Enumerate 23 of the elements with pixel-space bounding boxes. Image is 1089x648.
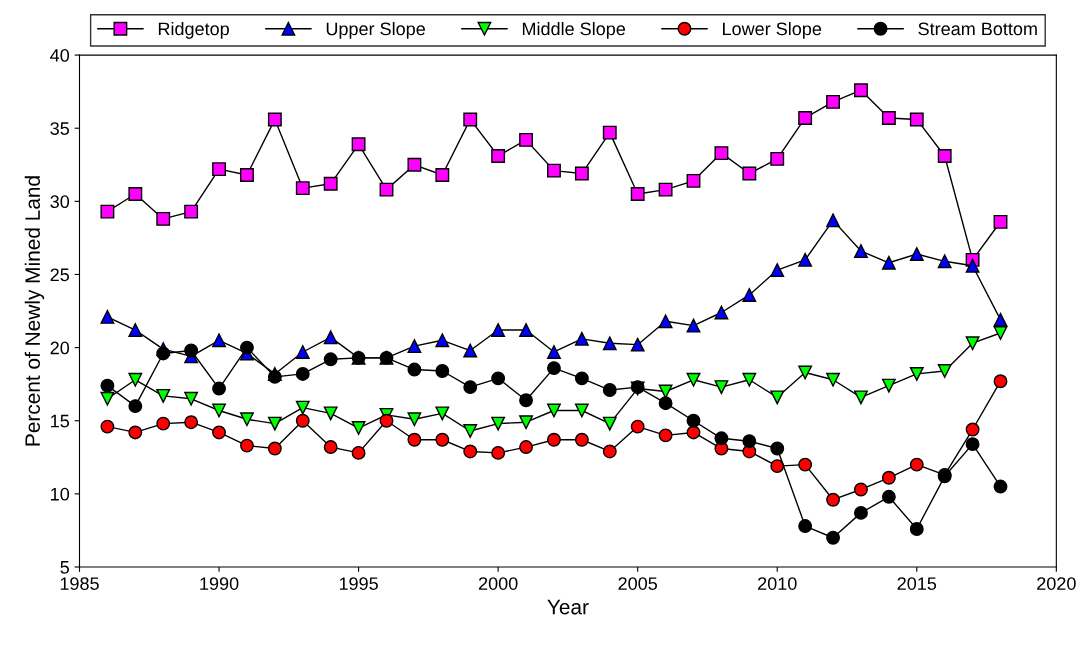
y-tick-label: 10 [51,487,70,501]
x-tick-label: 1985 [60,577,99,590]
legend-label: Stream Bottom [918,22,1037,36]
y-tick-label: 30 [50,195,70,209]
x-tick-label: 2015 [897,577,937,590]
x-axis-title: Year [547,599,589,615]
x-tick-label: 2000 [478,577,518,590]
y-tick-label: 35 [50,122,70,135]
x-tick-label: 1995 [339,577,378,590]
legend-label: Middle Slope [522,22,626,39]
y-tick-label: 25 [50,268,70,282]
x-tick-label: 1990 [200,577,239,590]
legend-label: Lower Slope [723,22,822,39]
legend-label: Ridgetop [158,22,229,39]
legend-label: Upper Slope [326,22,425,39]
x-tick-label: 2010 [758,577,797,590]
y-axis-title: Percent of Newly Mined Land [24,176,45,446]
x-tick-label: 2020 [1037,577,1076,590]
x-tick-label: 2005 [618,577,658,590]
y-tick-label: 15 [51,414,70,428]
y-tick-label: 20 [50,341,70,355]
y-tick-label: 5 [60,561,70,574]
y-tick-label: 40 [50,49,70,62]
